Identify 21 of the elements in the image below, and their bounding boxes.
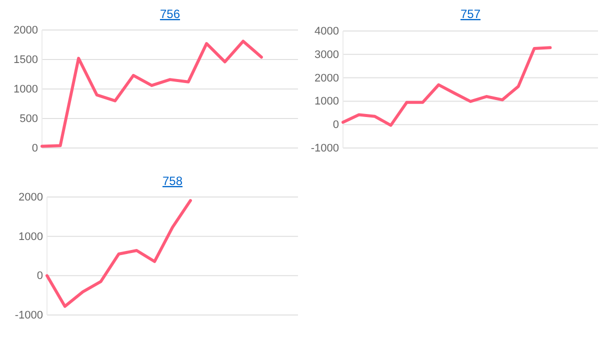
y-tick-label: 0	[32, 142, 38, 155]
line-series	[46, 199, 192, 308]
chart-title: 756	[160, 7, 180, 21]
y-tick-label: 1000	[14, 84, 38, 96]
y-tick-label: 1000	[18, 230, 43, 243]
y-tick-label: 2000	[314, 72, 339, 84]
y-tick-label: 3000	[314, 48, 339, 61]
y-tick-label: 0	[332, 119, 339, 132]
y-tick-label: 2000	[14, 24, 38, 37]
chart-title: 758	[162, 174, 183, 188]
y-tick-label: 2000	[18, 192, 43, 204]
line-series	[342, 46, 552, 127]
y-tick-label: 1500	[14, 54, 38, 66]
y-tick-label: -1000	[14, 310, 43, 322]
y-tick-label: -1000	[310, 142, 339, 155]
y-tick-label: 1000	[314, 96, 339, 108]
line-series	[40, 40, 263, 148]
y-tick-label: 0	[36, 270, 43, 282]
y-tick-label: 500	[20, 113, 38, 126]
chart-title: 757	[460, 7, 481, 21]
y-tick-label: 4000	[314, 26, 339, 38]
